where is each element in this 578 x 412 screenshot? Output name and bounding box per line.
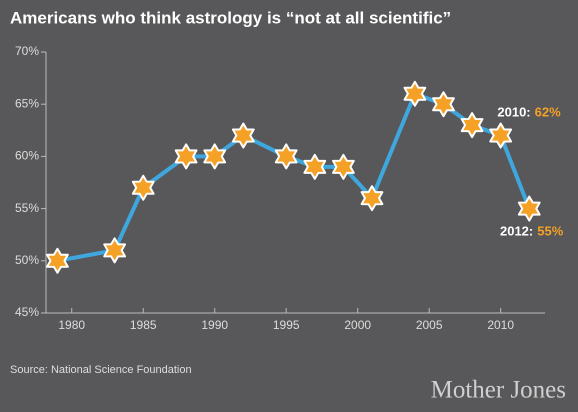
x-tick-label: 2000 [344,318,371,332]
source: Source: National Science Foundation [10,364,192,376]
star-marker [403,80,427,107]
x-tick-label: 1995 [273,318,300,332]
star-marker [489,122,513,149]
y-tick-label: 70% [15,44,39,58]
star-marker [203,143,227,170]
star-marker [174,143,198,170]
star-marker [131,174,155,201]
y-tick-label: 60% [15,149,39,163]
x-tick-label: 1985 [130,318,157,332]
x-tick-label: 1990 [201,318,228,332]
annotation-year: 2010: [497,105,530,120]
y-tick-label: 65% [15,96,39,110]
y-tick-label: 55% [15,201,39,215]
star-marker [432,91,455,118]
x-tick-label: 1980 [58,318,85,332]
brand-logo: Mother Jones [431,377,566,404]
annotation: 2012: 55% [500,224,564,239]
x-tick-label: 2010 [487,318,514,332]
data-label: 55% [537,224,563,239]
star-marker [274,143,298,170]
annotation-year: 2012: [500,224,533,239]
y-tick-label: 45% [15,305,39,319]
star-marker [517,195,541,222]
y-tick-label: 50% [15,253,39,267]
star-marker [332,153,355,180]
star-marker [46,247,69,274]
chart-title: Americans who think astrology is “not at… [10,8,451,27]
star-marker [460,112,484,139]
star-marker [231,122,255,149]
star-marker [360,185,384,212]
annotation: 2010: 62% [497,105,561,120]
x-tick-label: 2005 [416,318,443,332]
data-label: 62% [535,105,561,120]
star-marker [303,153,327,180]
star-marker [103,237,127,264]
